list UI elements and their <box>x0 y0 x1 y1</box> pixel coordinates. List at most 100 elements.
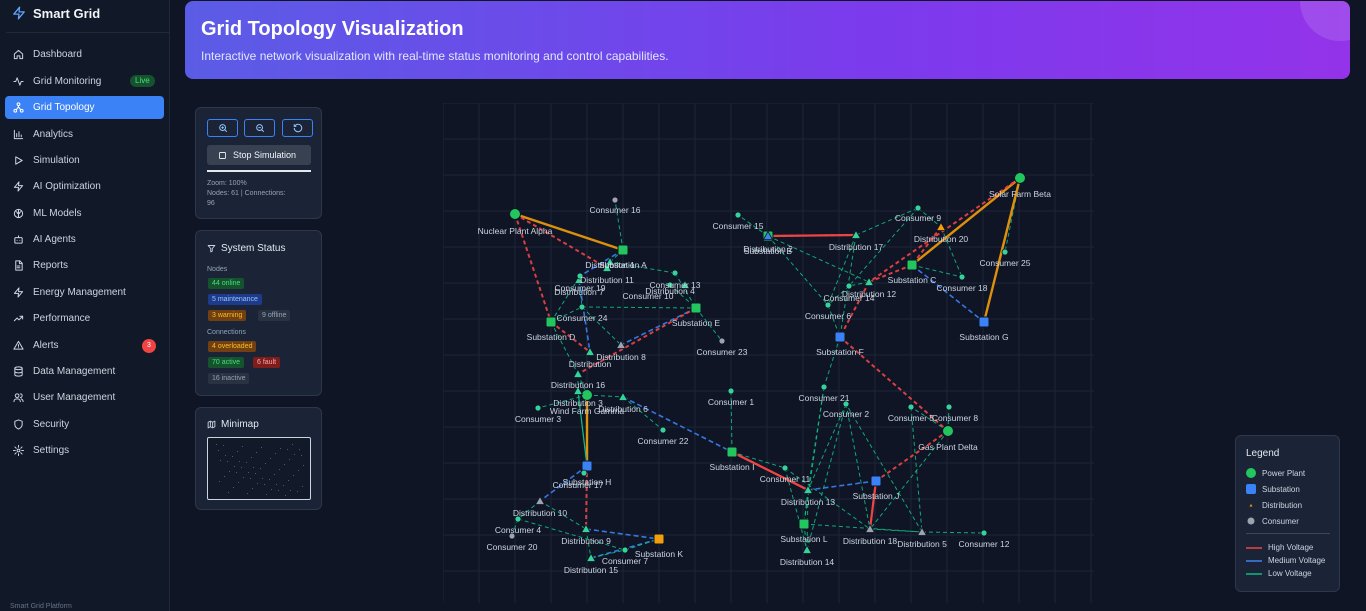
node-label: Substation H <box>563 477 612 487</box>
node-label: Distribution 15 <box>564 565 619 575</box>
status-badge-active: 70 active <box>208 357 245 368</box>
minimap-view[interactable] <box>207 437 311 500</box>
alert-triangle-icon <box>13 340 24 350</box>
connection-high-active-sJ-d18 <box>868 480 878 530</box>
header-decoration <box>1300 1 1350 41</box>
sidebar-item-label: AI Optimization <box>33 181 101 192</box>
minimap-dot <box>292 444 293 445</box>
sidebar-item-grid-monitoring[interactable]: Grid Monitoring Live <box>5 70 164 93</box>
connection-low-d2-c15 <box>737 214 769 237</box>
connection-low-c11-d14 <box>784 467 808 551</box>
connection-low-c2-d18 <box>845 403 871 530</box>
connection-low-sfb-c25 <box>1004 177 1021 253</box>
bot-icon <box>14 235 23 244</box>
node-substation-c <box>906 259 918 271</box>
node-label: Consumer 2 <box>823 409 870 419</box>
zoom-in-button[interactable] <box>207 119 238 137</box>
node-label: Substation L <box>780 534 828 544</box>
node-distribution-1 <box>604 256 616 266</box>
node-label: Consumer 16 <box>589 205 640 215</box>
status-badge-online: 44 online <box>208 278 245 289</box>
connection-low-c14-c6 <box>827 285 850 306</box>
sidebar-item-label: Analytics <box>33 129 74 140</box>
sidebar-item-grid-topology[interactable]: Grid Topology <box>5 96 164 119</box>
node-distribution-9 <box>580 523 592 533</box>
brand[interactable]: Smart Grid <box>12 4 100 22</box>
node-label: Consumer 14 <box>823 293 874 303</box>
node-consumer-2 <box>842 400 850 408</box>
power-plant-marker-icon <box>1246 468 1256 478</box>
sidebar: Smart Grid Dashboard Grid Monitoring Live G… <box>0 0 170 611</box>
node-label: Consumer 22 <box>637 436 688 446</box>
sidebar-item-label: Data Management <box>33 366 116 377</box>
sidebar-item-performance[interactable]: Performance <box>5 307 164 330</box>
node-label: Substation B <box>744 246 793 256</box>
sidebar-item-settings[interactable]: Settings <box>5 439 164 462</box>
network-icon <box>13 102 24 113</box>
node-label: Consumer 9 <box>895 213 942 223</box>
legend-power-plant-label: Power Plant <box>1262 468 1306 478</box>
system-status-panel: System Status Nodes 44 online 5 maintena… <box>195 230 322 396</box>
node-label: Substation C <box>888 275 937 285</box>
sidebar-item-dashboard[interactable]: Dashboard <box>5 43 164 66</box>
sidebar-item-ai-optimization[interactable]: AI Optimization <box>5 175 164 198</box>
minimap-dot <box>284 464 285 465</box>
sidebar-item-analytics[interactable]: Analytics <box>5 123 164 146</box>
node-label: Gas Plant Delta <box>918 442 978 452</box>
node-label: Distribution 6 <box>598 404 648 414</box>
node-label: Consumer 13 <box>649 280 700 290</box>
connection-high-sC-d12 <box>868 264 913 283</box>
node-consumer-23 <box>718 337 726 345</box>
connection-low-sI-c11 <box>731 451 786 469</box>
zoom-out-button[interactable] <box>244 119 275 137</box>
sidebar-item-energy-management[interactable]: Energy Management <box>5 281 164 304</box>
minimap-dot <box>283 485 284 486</box>
node-consumer-22 <box>659 426 667 434</box>
minimap-dot <box>288 480 289 481</box>
minimap-dot <box>293 475 294 476</box>
node-label: Substation I <box>710 462 755 472</box>
consumer-marker-icon <box>1247 517 1255 525</box>
graph-nodes <box>508 172 1026 562</box>
minimap-dot <box>270 458 271 459</box>
sidebar-item-simulation[interactable]: Simulation <box>5 149 164 172</box>
sidebar-item-alerts[interactable]: Alerts 3 <box>5 334 164 357</box>
zap-icon <box>13 181 24 192</box>
minimap-dot <box>225 455 226 456</box>
minimap-dot <box>289 459 290 460</box>
sidebar-item-data-management[interactable]: Data Management <box>5 360 164 383</box>
minimap-dot <box>298 470 299 471</box>
node-label: Consumer 11 <box>760 474 811 484</box>
stop-simulation-button[interactable]: Stop Simulation <box>207 145 311 165</box>
minimap-dot <box>243 477 244 478</box>
sidebar-item-security[interactable]: Security <box>5 413 164 436</box>
sidebar-item-reports[interactable]: Reports <box>5 254 164 277</box>
minimap-title: Minimap <box>207 419 259 430</box>
minimap-dot <box>256 452 257 453</box>
low-voltage-line-icon <box>1246 572 1262 575</box>
node-label: Distribution 12 <box>842 289 897 299</box>
sidebar-item-ai-agents[interactable]: AI Agents <box>5 228 164 251</box>
legend-distribution-label: Distribution <box>1262 500 1303 510</box>
legend-low-voltage: Low Voltage <box>1246 569 1312 578</box>
high-voltage-line-icon <box>1246 546 1262 549</box>
minimap-dot <box>280 448 281 449</box>
minimap-dot <box>261 447 262 448</box>
substation-marker-icon <box>1246 484 1256 494</box>
sidebar-item-label: Reports <box>33 260 69 271</box>
node-consumer-21 <box>820 383 828 391</box>
reset-view-button[interactable] <box>282 119 313 137</box>
topology-graph[interactable]: Nuclear Plant Alpha Solar Farm Beta Wind F… <box>443 103 1094 603</box>
minimap-dot <box>242 446 243 447</box>
sidebar-item-user-management[interactable]: User Management <box>5 386 164 409</box>
sidebar-item-ml-models[interactable]: ML Models <box>5 202 164 225</box>
node-label: Substation A <box>599 260 647 270</box>
activity-icon <box>13 77 24 86</box>
connection-low-sE-c23 <box>695 307 723 342</box>
node-label: Distribution <box>569 359 612 369</box>
minimap-dot <box>271 489 272 490</box>
connection-low-d9-d15 <box>585 528 592 559</box>
node-label: Consumer 1 <box>708 397 755 407</box>
page-subtitle: Interactive network visualization with r… <box>201 49 669 63</box>
connection-low-c5-d5 <box>910 406 923 533</box>
